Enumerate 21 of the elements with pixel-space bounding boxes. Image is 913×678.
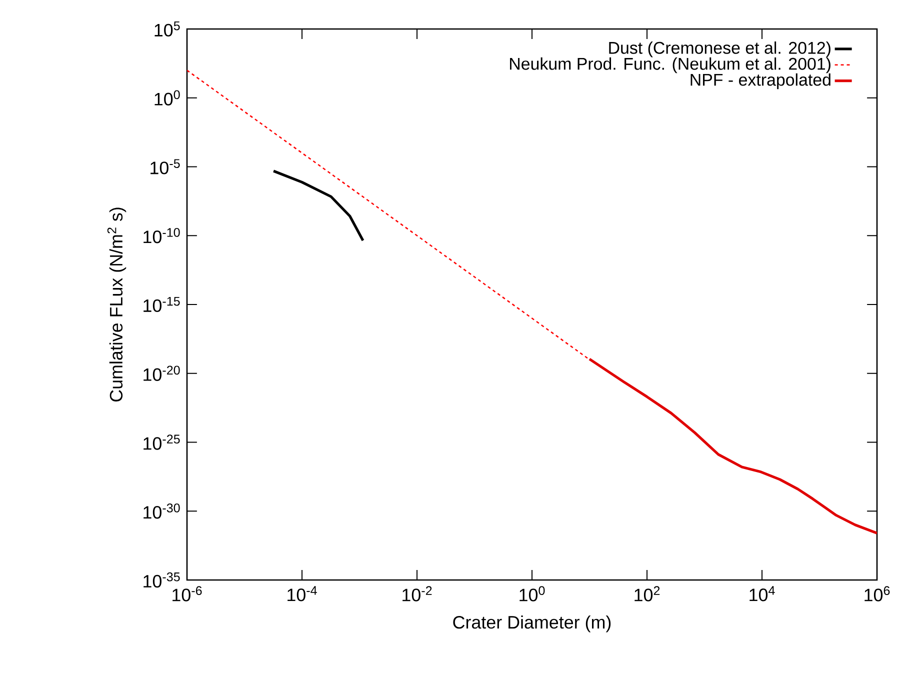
x-tick-label: 10$^{6}$ — [864, 586, 890, 602]
x-tick-label: 10$^{-6}$ — [172, 586, 202, 602]
x-tick-label: 10$^{4}$ — [750, 586, 775, 602]
x-tick-label: 10$^{-4}$ — [288, 586, 317, 602]
y-tick-label: 10$^{5}$ — [154, 21, 180, 37]
x-tick-label: 10$^{-2}$ — [402, 586, 432, 602]
y-tick-label: 10$^{-35}$ — [144, 572, 180, 588]
y-tick-label: 10$^{0}$ — [154, 90, 180, 106]
legend-label: Neukum Prod. Func. (Neukum et al. 2001) — [510, 57, 830, 74]
x-tick-label: 10$^{0}$ — [520, 586, 545, 602]
x-axis-title: Crater Diameter (m) — [453, 616, 611, 632]
legend-label: NPF - extrapolated — [690, 73, 830, 90]
y-tick-label: 10$^{-15}$ — [144, 296, 180, 312]
y-tick-label: 10$^{-30}$ — [144, 504, 180, 519]
y-tick-label: 10$^{-5}$ — [150, 159, 180, 174]
y-axis-title: Cumlative FLux (N/m$^{2}$ s) — [107, 208, 126, 402]
y-tick-label: 10$^{-25}$ — [144, 434, 180, 450]
y-tick-label: 10$^{-10}$ — [144, 228, 180, 244]
x-tick-label: 10$^{2}$ — [634, 586, 660, 602]
legend-label: Dust (Cremonese et al. 2012) — [609, 41, 830, 58]
y-tick-label: 10$^{-20}$ — [144, 366, 180, 381]
